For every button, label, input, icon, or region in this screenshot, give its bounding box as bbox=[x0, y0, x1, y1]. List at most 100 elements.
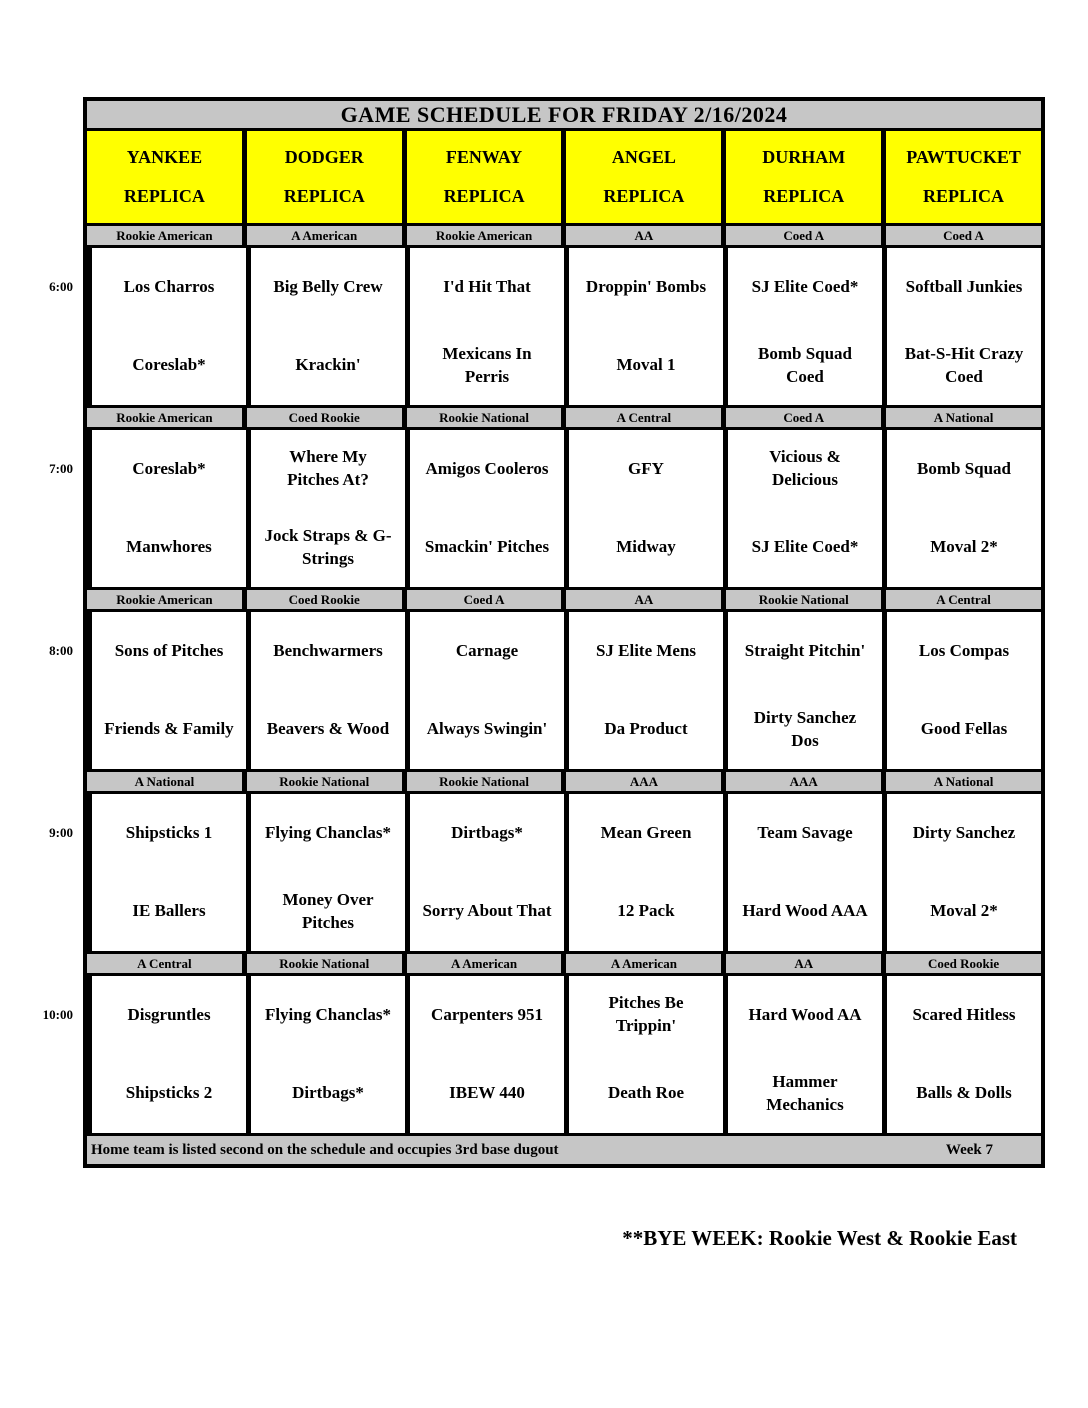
away-team: Dirty Sanchez bbox=[912, 822, 1016, 842]
away-team: Droppin' Bombs bbox=[585, 276, 707, 296]
away-team: Carpenters 951 bbox=[431, 1004, 543, 1024]
game-cell: Benchwarmers Beavers & Wood bbox=[246, 612, 405, 769]
game-cell: Amigos Cooleros Smackin' Pitches bbox=[405, 430, 564, 587]
home-team: Midway bbox=[616, 537, 676, 557]
division-label: A American bbox=[241, 226, 402, 245]
game-cell: Carpenters 951 IBEW 440 bbox=[405, 976, 564, 1133]
away-team: Flying Chanclas* bbox=[264, 822, 392, 842]
game-cell: SJ Elite Mens Da Product bbox=[564, 612, 723, 769]
division-label: Coed A bbox=[721, 408, 882, 427]
field-name: PAWTUCKET bbox=[906, 147, 1021, 167]
game-cell: Bomb Squad Moval 2* bbox=[882, 430, 1041, 587]
game-cell: Dirty Sanchez Moval 2* bbox=[882, 794, 1041, 951]
away-team: Big Belly Crew bbox=[273, 276, 383, 296]
game-cell: Carnage Always Swingin' bbox=[405, 612, 564, 769]
division-row: Rookie American Coed Rookie Coed A AA Rookie… bbox=[87, 590, 1041, 612]
game-cell: Big Belly Crew Krackin' bbox=[246, 248, 405, 405]
game-cell: SJ Elite Coed* Bomb Squad Coed bbox=[723, 248, 882, 405]
field-name: ANGEL bbox=[611, 147, 676, 167]
away-team: Los Charros bbox=[123, 276, 215, 296]
game-cell: Los Charros Coreslab* bbox=[87, 248, 246, 405]
game-row: 7:00 Coreslab* Manwhores Where My Pitches A… bbox=[49, 430, 1041, 590]
away-team: I'd Hit That bbox=[443, 276, 531, 296]
away-team: SJ Elite Coed* bbox=[751, 276, 859, 296]
home-team: Sorry About That bbox=[422, 901, 552, 921]
division-label: Rookie National bbox=[241, 954, 402, 973]
home-team: Mexicans In Perris bbox=[442, 343, 532, 386]
division-row: A National Rookie National Rookie National… bbox=[87, 772, 1041, 794]
division-label: A Central bbox=[881, 590, 1041, 609]
game-row: 9:00 Shipsticks 1 IE Ballers Flying Chancla… bbox=[49, 794, 1041, 954]
game-cell: Hard Wood AA Hammer Mechanics bbox=[723, 976, 882, 1133]
page-title: GAME SCHEDULE FOR FRIDAY 2/16/2024 bbox=[87, 101, 1041, 131]
field-column-header: DODGER REPLICA bbox=[241, 131, 402, 223]
away-team: Amigos Cooleros bbox=[425, 458, 549, 478]
time-label: 6:00 bbox=[49, 279, 73, 295]
away-team: Where My Pitches At? bbox=[287, 447, 369, 490]
division-label: Rookie National bbox=[241, 772, 402, 791]
field-column-header: FENWAY REPLICA bbox=[401, 131, 562, 223]
home-team: Moval 2* bbox=[930, 537, 998, 557]
game-cell: Disgruntles Shipsticks 2 bbox=[87, 976, 246, 1133]
game-cell: Los Compas Good Fellas bbox=[882, 612, 1041, 769]
home-team: Dirty Sanchez Dos bbox=[753, 707, 857, 750]
field-name: DURHAM bbox=[762, 147, 846, 167]
home-team: IBEW 440 bbox=[449, 1083, 525, 1103]
footer-row: Home team is listed second on the schedu… bbox=[87, 1136, 1041, 1164]
game-cell: Where My Pitches At? Jock Straps & G- Str… bbox=[246, 430, 405, 587]
game-row: 6:00 Los Charros Coreslab* Big Belly Crew Kr… bbox=[49, 248, 1041, 408]
time-label: 7:00 bbox=[49, 461, 73, 477]
home-team: Dirtbags* bbox=[292, 1083, 364, 1103]
home-team: Bat-S-Hit Crazy Coed bbox=[904, 343, 1024, 386]
game-cell: Vicious & Delicious SJ Elite Coed* bbox=[723, 430, 882, 587]
game-cell: Mean Green 12 Pack bbox=[564, 794, 723, 951]
away-team: Carnage bbox=[455, 640, 519, 660]
game-row: 10:00 Disgruntles Shipsticks 2 Flying Chanc… bbox=[43, 976, 1041, 1136]
division-label: AAA bbox=[561, 772, 722, 791]
away-team: Pitches Be Trippin' bbox=[608, 993, 684, 1036]
division-row: Rookie American Coed Rookie Rookie Nationa… bbox=[87, 408, 1041, 430]
field-replica-label: REPLICA bbox=[443, 186, 525, 206]
division-label: Rookie National bbox=[401, 408, 562, 427]
home-team: Coreslab* bbox=[132, 355, 206, 375]
field-column-header: DURHAM REPLICA bbox=[721, 131, 882, 223]
away-team: Scared Hitless bbox=[912, 1004, 1016, 1024]
home-team: SJ Elite Coed* bbox=[751, 537, 859, 557]
game-cell: Flying Chanclas* Dirtbags* bbox=[246, 976, 405, 1133]
division-row: A Central Rookie National A American A Amer… bbox=[87, 954, 1041, 976]
home-team: Moval 2* bbox=[930, 901, 998, 921]
away-team: Mean Green bbox=[600, 822, 692, 842]
division-label: Coed Rookie bbox=[241, 590, 402, 609]
time-label: 10:00 bbox=[42, 1007, 73, 1023]
field-replica-label: REPLICA bbox=[603, 186, 685, 206]
home-team: Hard Wood AAA bbox=[742, 901, 868, 921]
schedule-body: Rookie American A American Rookie American… bbox=[43, 226, 1041, 1136]
division-label: A National bbox=[881, 408, 1041, 427]
field-replica-label: REPLICA bbox=[123, 186, 205, 206]
division-label: Rookie American bbox=[87, 408, 242, 427]
schedule-table: GAME SCHEDULE FOR FRIDAY 2/16/2024 YANKE… bbox=[43, 97, 1045, 1168]
away-team: Dirtbags* bbox=[451, 822, 523, 842]
home-team: Manwhores bbox=[126, 537, 212, 557]
division-label: Coed A bbox=[881, 226, 1041, 245]
division-label: AA bbox=[561, 226, 722, 245]
division-label: Rookie American bbox=[401, 226, 562, 245]
field-column-header: ANGEL REPLICA bbox=[561, 131, 722, 223]
division-label: Coed A bbox=[401, 590, 562, 609]
home-team: 12 Pack bbox=[617, 901, 675, 921]
division-label: A Central bbox=[87, 954, 242, 973]
division-label: A National bbox=[881, 772, 1041, 791]
home-team: Balls & Dolls bbox=[916, 1083, 1012, 1103]
division-label: AAA bbox=[721, 772, 882, 791]
home-team: Jock Straps & G- Strings bbox=[264, 525, 392, 568]
away-team: Los Compas bbox=[918, 640, 1010, 660]
home-team: Da Product bbox=[604, 719, 688, 739]
away-team: Straight Pitchin' bbox=[744, 640, 866, 660]
game-cell: Sons of Pitches Friends & Family bbox=[87, 612, 246, 769]
division-label: Rookie American bbox=[87, 226, 242, 245]
division-label: A American bbox=[561, 954, 722, 973]
away-team: GFY bbox=[628, 458, 664, 478]
header-row: YANKEE REPLICA DODGER REPLICA FENWAY REPLICA A… bbox=[87, 131, 1041, 226]
division-row: Rookie American A American Rookie American… bbox=[87, 226, 1041, 248]
game-cell: Straight Pitchin' Dirty Sanchez Dos bbox=[723, 612, 882, 769]
